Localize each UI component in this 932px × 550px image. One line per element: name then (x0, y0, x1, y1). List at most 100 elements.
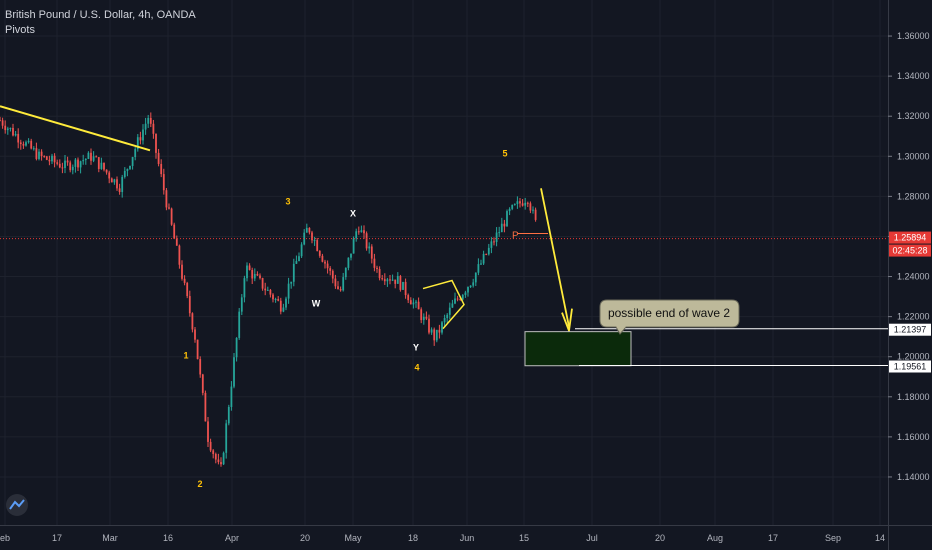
candle-body (279, 300, 282, 312)
candle-body (61, 167, 64, 169)
y-tick-label: 1.20000 (897, 352, 930, 362)
candle-body (422, 316, 425, 321)
candle-body (12, 127, 14, 136)
candle-body (454, 298, 456, 304)
x-tick-label: Sep (825, 533, 841, 543)
candle-body (352, 238, 355, 254)
candle-body (467, 287, 469, 293)
chart-legend: British Pound / U.S. Dollar, 4h, OANDA P… (5, 8, 196, 38)
candle-body (402, 281, 404, 290)
candle-body (474, 272, 477, 283)
projection-arrow-head (561, 308, 573, 335)
candle-body (412, 302, 415, 305)
wave-label: 1 (183, 351, 188, 361)
candle-body (532, 209, 534, 211)
candle-body (508, 208, 511, 212)
candle-body (477, 264, 480, 273)
y-tick-label: 1.16000 (897, 432, 930, 442)
y-tick-label: 1.30000 (897, 151, 930, 161)
candle-body (480, 263, 482, 265)
candle-body (428, 318, 430, 333)
x-tick-label: 15 (519, 533, 529, 543)
candle-body (136, 137, 139, 150)
candle-body (1, 120, 4, 126)
candle-body (391, 279, 394, 281)
candle-body (506, 211, 508, 227)
countdown-tag-bg (889, 244, 931, 257)
wedge-pattern (422, 279, 465, 330)
candle-body (51, 155, 53, 162)
candle-body (116, 179, 118, 189)
y-tick-label: 1.34000 (897, 71, 930, 81)
candle-body (6, 128, 9, 131)
candle-body (253, 273, 256, 279)
candle-body (425, 316, 428, 319)
candle-body (17, 133, 20, 143)
x-tick-label: eb (0, 533, 10, 543)
callout-bubble (599, 299, 740, 335)
candle-body (329, 268, 332, 271)
candle-body (516, 201, 519, 205)
candle-body (321, 255, 324, 262)
candle-body (324, 261, 326, 264)
candle-body (441, 322, 443, 333)
candle-body (170, 208, 173, 225)
candle-body (347, 257, 350, 268)
candle-body (344, 267, 347, 278)
candle-body (212, 450, 215, 454)
candle-body (35, 148, 38, 159)
candle-body (160, 163, 163, 175)
candle-body (196, 339, 199, 360)
candle-body (103, 162, 105, 170)
candle-body (56, 162, 59, 164)
candle-body (222, 452, 225, 465)
candle-body (456, 298, 459, 300)
candle-body (139, 137, 142, 141)
candle-body (376, 267, 378, 270)
candle-body (38, 151, 40, 159)
candle-body (277, 299, 280, 301)
candle-body (22, 144, 25, 146)
candle-body (84, 158, 87, 161)
y-tick-label: 1.18000 (897, 392, 930, 402)
candle-body (529, 203, 532, 211)
candle-body (162, 174, 165, 191)
candle-body (318, 250, 321, 256)
candle-body (420, 309, 423, 321)
x-tick-label: 16 (163, 533, 173, 543)
candle-body (230, 386, 233, 407)
candle-body (461, 294, 464, 300)
candle-body (503, 223, 506, 227)
candle-body (74, 159, 77, 167)
candle-body (248, 265, 251, 270)
candle-body (394, 279, 397, 284)
candle-body (142, 129, 144, 141)
candle-body (43, 156, 46, 158)
tradingview-logo-icon[interactable] (6, 494, 28, 516)
x-tick-label: Apr (225, 533, 239, 543)
y-tick-label: 1.32000 (897, 111, 930, 121)
candle-body (342, 277, 345, 291)
candle-body (396, 276, 399, 284)
candle-body (77, 159, 79, 168)
candle-body (311, 232, 313, 241)
x-tick-label: 17 (52, 533, 62, 543)
candle-body (534, 209, 537, 220)
candle-body (378, 269, 381, 279)
candle-body (490, 241, 493, 248)
candle-body (355, 231, 358, 239)
candle-body (0, 120, 1, 122)
candle-body (105, 169, 108, 173)
candle-body (71, 166, 74, 171)
candle-body (370, 246, 373, 259)
level-tag-lower-bg (889, 360, 931, 373)
candle-body (407, 295, 410, 301)
candle-body (220, 462, 222, 465)
y-tick-label: 1.36000 (897, 31, 930, 41)
candle-body (451, 303, 454, 308)
candle-body (365, 233, 368, 249)
wave-label: W (312, 299, 321, 309)
candle-body (524, 202, 527, 206)
wave-label: 3 (285, 196, 290, 206)
